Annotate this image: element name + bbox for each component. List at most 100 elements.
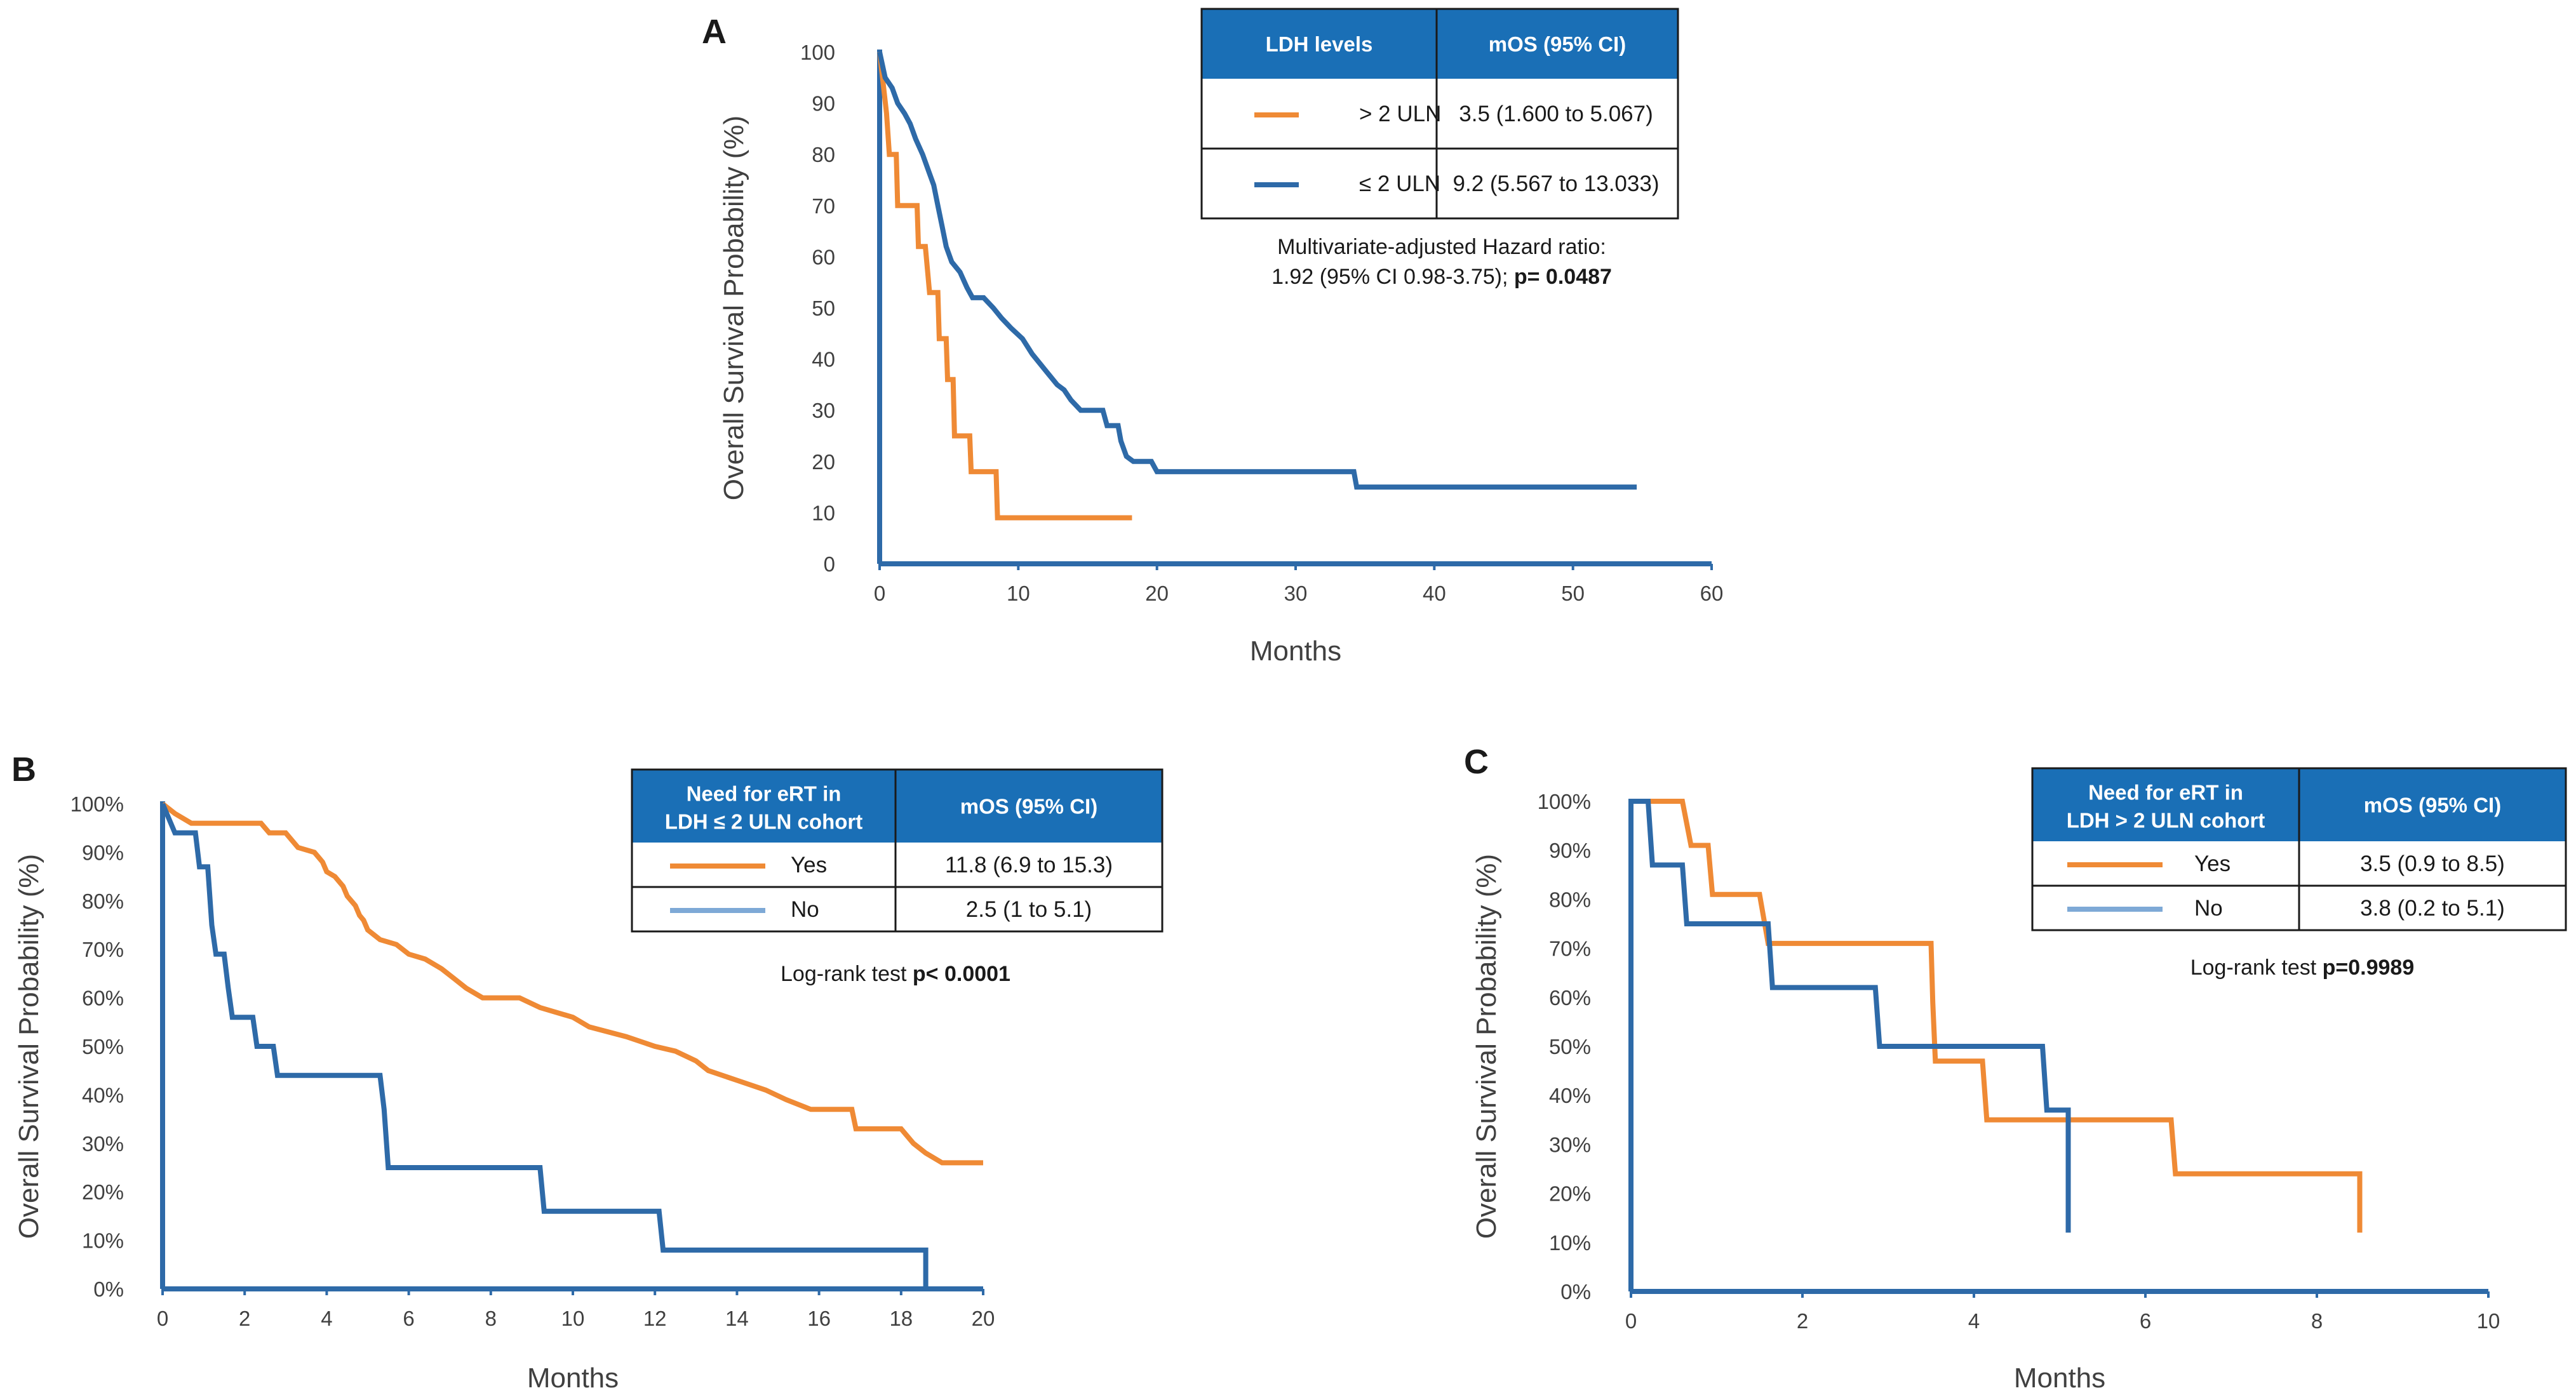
y-tick-label: 40% <box>82 1083 124 1107</box>
y-tick-label: 50% <box>1549 1035 1591 1058</box>
x-tick-label: 4 <box>321 1307 332 1330</box>
y-tick-label: 90% <box>1549 839 1591 862</box>
y-axis-label: Overall Survival Probability (%) <box>1471 854 1502 1239</box>
table-header-group-line1: Need for eRT in <box>2088 781 2243 804</box>
y-tick-label: 10% <box>82 1229 124 1253</box>
x-tick-label: 10 <box>1007 582 1030 605</box>
y-tick-label: 40 <box>812 348 835 371</box>
y-tick-label: 70% <box>82 938 124 961</box>
x-tick-label: 4 <box>1968 1309 1980 1333</box>
x-tick-label: 6 <box>403 1307 414 1330</box>
chart-panel-b: B 0% 10% 20% 30% 40% 50% 60% 70% 80% 90% 100% 0 2 4 6 8 1… <box>11 750 1164 1394</box>
y-tick-label: 0% <box>1560 1280 1591 1303</box>
y-tick-label: 60 <box>812 245 835 269</box>
y-axis-label: Overall Survival Probability (%) <box>718 116 749 500</box>
x-tick-label: 60 <box>1700 582 1724 605</box>
y-tick-label: 40% <box>1549 1084 1591 1107</box>
x-tick-label: 20 <box>1145 582 1169 605</box>
y-tick-label: 90 <box>812 92 835 116</box>
x-tick-label: 14 <box>725 1307 749 1330</box>
mos-value: 11.8 (6.9 to 15.3) <box>945 853 1113 877</box>
table-header-group-line2: LDH > 2 ULN cohort <box>2067 809 2265 832</box>
y-tick-label: 80 <box>812 143 835 166</box>
km-curve-yes <box>1631 799 2363 1233</box>
y-tick-label: 80% <box>82 890 124 913</box>
y-tick-label: 30% <box>1549 1133 1591 1156</box>
stat-note: Log-rank test p=0.9989 <box>2190 956 2415 980</box>
legend-table: Need for eRT in LDH ≤ 2 ULN cohort mOS (95… <box>631 768 1164 933</box>
km-curve--2-uln <box>877 51 1637 490</box>
panel-letter: C <box>1464 743 1489 781</box>
x-tick-label: 6 <box>2140 1309 2151 1333</box>
mos-value: 2.5 (1 to 5.1) <box>966 897 1092 922</box>
x-tick-label: 16 <box>807 1307 831 1330</box>
legend-label: No <box>791 897 819 922</box>
legend-table: Need for eRT in LDH > 2 ULN cohort mOS (95… <box>2031 767 2567 931</box>
table-header-group-line2: LDH ≤ 2 ULN cohort <box>665 810 862 834</box>
x-tick-label: 10 <box>561 1307 585 1330</box>
table-header-mos: mOS (95% CI) <box>1489 32 1626 56</box>
y-tick-label: 20 <box>812 450 835 474</box>
x-tick-label: 8 <box>485 1307 497 1330</box>
mos-value: 3.5 (0.9 to 8.5) <box>2360 851 2505 876</box>
mos-value: 9.2 (5.567 to 13.033) <box>1453 171 1660 196</box>
x-tick-label: 0 <box>1625 1309 1637 1333</box>
stat-note: Log-rank test p< 0.0001 <box>781 962 1010 986</box>
x-tick-label: 2 <box>1797 1309 1808 1333</box>
legend-label: ≤ 2 ULN <box>1359 171 1440 196</box>
legend-label: No <box>2194 896 2223 921</box>
x-tick-label: 0 <box>874 582 885 605</box>
y-tick-label: 50 <box>812 297 835 320</box>
km-curve--2-uln <box>877 51 1132 521</box>
x-tick-label: 8 <box>2311 1309 2323 1333</box>
y-tick-label: 90% <box>82 841 124 864</box>
x-axis-label: Months <box>527 1363 619 1394</box>
y-tick-label: 100% <box>70 792 124 816</box>
y-tick-label: 100 <box>800 41 835 64</box>
chart-panel-c: C 0% 10% 20% 30% 40% 50% 60% 70% 80% 90% 100% 0 2 4 6 8 1… <box>1464 743 2567 1394</box>
x-axis-label: Months <box>2014 1363 2105 1394</box>
km-curve-no <box>160 803 929 1289</box>
table-border <box>631 768 1164 933</box>
legend-table: LDH levels mOS (95% CI) > 2 ULN 3.5 (1.600 … <box>1200 8 1679 220</box>
table-border <box>1200 8 1679 220</box>
y-tick-label: 70 <box>812 194 835 218</box>
y-tick-label: 60% <box>1549 986 1591 1010</box>
y-tick-label: 30 <box>812 399 835 422</box>
legend-label: Yes <box>2194 851 2231 876</box>
table-header-bg <box>632 770 1162 843</box>
stat-note: 1.92 (95% CI 0.98-3.75); p= 0.0487 <box>1271 265 1612 289</box>
x-tick-label: 12 <box>643 1307 667 1330</box>
x-tick-label: 10 <box>2477 1309 2500 1333</box>
mos-value: 3.5 (1.600 to 5.067) <box>1459 102 1653 126</box>
x-axis-label: Months <box>1250 636 1341 667</box>
y-tick-label: 10 <box>812 501 835 524</box>
x-tick-label: 30 <box>1284 582 1308 605</box>
x-tick-label: 50 <box>1561 582 1585 605</box>
x-tick-label: 40 <box>1423 582 1446 605</box>
legend-label: Yes <box>791 853 827 877</box>
x-tick-label: 18 <box>889 1307 913 1330</box>
y-tick-label: 20% <box>82 1180 124 1204</box>
y-tick-label: 0% <box>93 1277 124 1301</box>
y-tick-label: 10% <box>1549 1231 1591 1255</box>
y-tick-label: 50% <box>82 1035 124 1058</box>
km-curve-yes <box>161 801 983 1166</box>
table-header-bg <box>1202 9 1678 79</box>
table-header-group-line1: Need for eRT in <box>687 782 842 806</box>
table-header-mos: mOS (95% CI) <box>960 795 1097 818</box>
y-tick-label: 60% <box>82 987 124 1010</box>
x-tick-label: 20 <box>972 1307 995 1330</box>
y-tick-label: 100% <box>1538 790 1591 813</box>
km-curve-no <box>1631 799 2071 1233</box>
panel-letter: A <box>702 13 727 51</box>
y-tick-label: 70% <box>1549 937 1591 961</box>
y-axis-label: Overall Survival Probability (%) <box>13 854 44 1239</box>
legend-label: > 2 ULN <box>1359 102 1441 126</box>
stat-note: Multivariate-adjusted Hazard ratio: <box>1277 235 1606 259</box>
chart-panel-a: A 0 10 20 30 40 50 60 70 80 90 100 0 10 20 30 40 50 60 Mont… <box>702 8 1724 667</box>
mos-value: 3.8 (0.2 to 5.1) <box>2360 896 2505 921</box>
x-tick-label: 0 <box>157 1307 168 1330</box>
table-header-group: LDH levels <box>1266 32 1373 56</box>
